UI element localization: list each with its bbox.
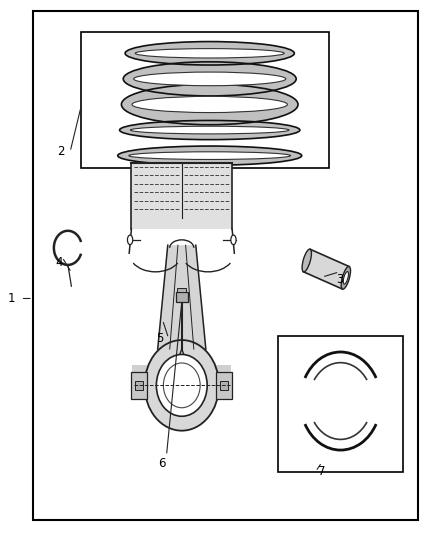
Ellipse shape: [156, 354, 207, 416]
Text: 3: 3: [336, 273, 343, 286]
Text: 7: 7: [318, 465, 326, 478]
Ellipse shape: [121, 84, 298, 125]
Bar: [33, 11, 418, 520]
Ellipse shape: [125, 42, 294, 65]
Text: 4: 4: [55, 256, 63, 269]
Ellipse shape: [145, 340, 219, 431]
Bar: [177, 288, 186, 293]
Text: 2: 2: [57, 146, 65, 158]
Ellipse shape: [343, 272, 349, 284]
Ellipse shape: [129, 152, 291, 159]
Bar: [131, 372, 147, 399]
Bar: [81, 32, 328, 168]
Ellipse shape: [135, 49, 284, 58]
Bar: [131, 163, 232, 229]
Polygon shape: [158, 245, 206, 349]
Ellipse shape: [231, 235, 236, 245]
Ellipse shape: [163, 363, 200, 408]
Ellipse shape: [118, 146, 302, 165]
Bar: [278, 336, 403, 472]
Ellipse shape: [131, 126, 289, 134]
Text: 5: 5: [156, 332, 163, 345]
Ellipse shape: [123, 62, 296, 96]
Ellipse shape: [120, 120, 300, 140]
Bar: [135, 381, 143, 390]
Text: 6: 6: [158, 457, 166, 470]
Polygon shape: [304, 249, 349, 289]
Ellipse shape: [341, 266, 350, 289]
Bar: [216, 372, 232, 399]
Polygon shape: [166, 349, 197, 390]
Bar: [220, 381, 228, 390]
Ellipse shape: [302, 249, 311, 272]
Ellipse shape: [132, 96, 287, 112]
Ellipse shape: [134, 72, 286, 86]
Bar: [176, 293, 188, 302]
Text: 1: 1: [7, 292, 15, 305]
Ellipse shape: [127, 235, 133, 245]
Bar: [132, 365, 231, 392]
